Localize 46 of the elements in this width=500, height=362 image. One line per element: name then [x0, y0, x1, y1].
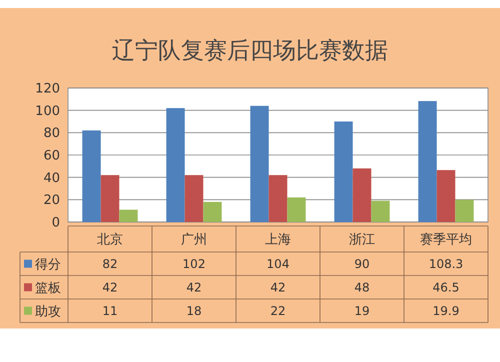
bar: [203, 202, 222, 222]
legend-label: 篮板: [35, 280, 61, 296]
bar: [371, 200, 390, 222]
bar: [82, 130, 101, 222]
data-label: 90: [354, 256, 370, 271]
bar: [352, 168, 372, 222]
x-tick-label: 浙江: [349, 232, 375, 248]
y-tick-label: 20: [43, 193, 60, 208]
x-tick-label: 北京: [97, 232, 123, 248]
data-label: 42: [186, 280, 202, 294]
data-label: 19.9: [432, 304, 460, 318]
bar: [100, 175, 120, 222]
y-tick-label: 60: [43, 148, 60, 164]
data-label: 22: [270, 304, 286, 318]
bar: [250, 106, 269, 222]
data-label: 48: [354, 280, 370, 294]
bar: [418, 101, 437, 222]
bar: [334, 122, 353, 222]
y-tick-label: 100: [35, 104, 60, 119]
y-tick-label: 80: [43, 126, 60, 142]
bar: [166, 108, 185, 222]
data-label: 82: [102, 256, 118, 271]
data-label: 108.3: [428, 256, 464, 271]
bar: [119, 210, 138, 222]
bar: [455, 200, 474, 222]
bar: [287, 197, 306, 222]
legend-label: 助攻: [35, 304, 61, 320]
x-tick-label: 广州: [181, 232, 207, 248]
y-tick-label: 40: [43, 170, 60, 186]
data-label: 42: [270, 280, 286, 294]
legend-label: 得分: [35, 257, 61, 272]
bar: [184, 175, 204, 222]
data-label: 18: [186, 304, 202, 318]
y-tick-label: 0: [52, 216, 60, 231]
data-label: 11: [102, 304, 118, 318]
bar: [436, 170, 456, 222]
bar: [268, 175, 288, 222]
data-label: 19: [354, 304, 370, 318]
data-label: 46.5: [432, 280, 460, 294]
data-label: 42: [102, 280, 118, 294]
x-tick-label: 上海: [265, 232, 291, 248]
data-label: 102: [182, 256, 206, 271]
y-tick-label: 120: [35, 82, 60, 97]
data-label: 104: [266, 256, 290, 271]
x-tick-label: 赛季平均: [420, 232, 472, 248]
chart-title: 辽宁队复赛后四场比赛数据: [112, 38, 388, 64]
